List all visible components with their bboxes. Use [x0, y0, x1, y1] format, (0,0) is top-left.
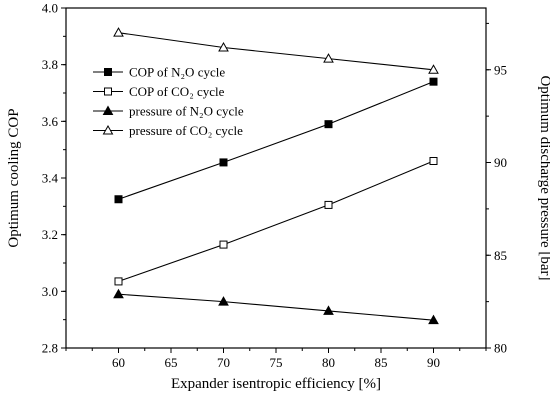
x-tick-label: 60: [112, 355, 125, 370]
x-axis-label: Expander isentropic efficiency [%]: [171, 376, 381, 392]
legend-item: pressure of N₂O cycle: [93, 104, 244, 119]
series-line: [118, 160, 434, 282]
data-point: [114, 195, 123, 204]
x-tick-label: 80: [322, 355, 335, 370]
series-0: [114, 77, 438, 204]
y-left-tick-label: 3.8: [42, 57, 58, 72]
legend-label: COP of N₂O cycle: [129, 65, 225, 80]
series-3: [113, 27, 439, 74]
series-2: [113, 288, 439, 325]
data-point: [113, 288, 124, 299]
legend-label: pressure of CO₂ cycle: [129, 123, 243, 138]
legend-label: pressure of N₂O cycle: [129, 104, 244, 119]
series-group: [113, 27, 439, 325]
x-tick-label: 70: [217, 355, 230, 370]
data-point: [324, 120, 333, 129]
y-left-tick-label: 3.6: [42, 114, 59, 129]
data-point: [429, 157, 438, 165]
data-point: [428, 314, 439, 325]
plot-frame: [65, 7, 487, 349]
legend-marker: [104, 68, 112, 76]
legend-label: COP of CO₂ cycle: [129, 84, 225, 99]
x-tick-label: 65: [165, 355, 178, 370]
data-point: [324, 200, 333, 209]
x-tick-label: 90: [427, 355, 440, 370]
axes: 60 65 70 75 80 85 90 2.8 3.0 3.2 3.4 3.6 3.8 4.0 80 85 9…: [42, 1, 507, 371]
series-line: [118, 32, 434, 71]
y-left-tick-label: 3.2: [42, 227, 58, 242]
y-left-tick-label: 3.0: [42, 284, 58, 299]
data-point: [219, 158, 228, 167]
data-point: [218, 296, 229, 306]
y-right-tick-label: 90: [494, 155, 507, 170]
data-point: [113, 27, 124, 37]
series-1: [114, 157, 438, 286]
x-tick-label: 85: [375, 355, 388, 370]
y-axis-right-label: Optimum discharge pressure [bar]: [537, 75, 550, 280]
data-point: [429, 77, 438, 86]
y-left-tick-label: 2.8: [42, 341, 58, 356]
data-point: [114, 277, 123, 286]
data-point: [428, 64, 439, 74]
data-point: [219, 240, 228, 249]
x-tick-label: 75: [270, 355, 283, 370]
legend-item: pressure of CO₂ cycle: [93, 123, 243, 138]
data-point: [323, 305, 334, 315]
legend-item: COP of CO₂ cycle: [93, 84, 225, 99]
legend-item: COP of N₂O cycle: [93, 65, 225, 80]
data-point: [218, 41, 229, 52]
y-left-tick-label: 4.0: [42, 1, 58, 16]
legend: COP of N₂O cycle COP of CO₂ cycle pressure…: [93, 65, 244, 138]
y-right-tick-label: 80: [494, 341, 507, 356]
data-point: [323, 53, 334, 63]
y-axis-left-label: Optimum cooling COP: [6, 108, 22, 247]
series-line: [118, 81, 434, 200]
y-left-tick-label: 3.4: [42, 171, 59, 186]
y-right-tick-label: 85: [494, 248, 507, 263]
legend-marker: [102, 124, 114, 135]
series-line: [118, 293, 434, 321]
y-right-tick-label: 95: [494, 62, 507, 77]
legend-marker: [104, 87, 112, 96]
legend-marker: [102, 105, 114, 115]
